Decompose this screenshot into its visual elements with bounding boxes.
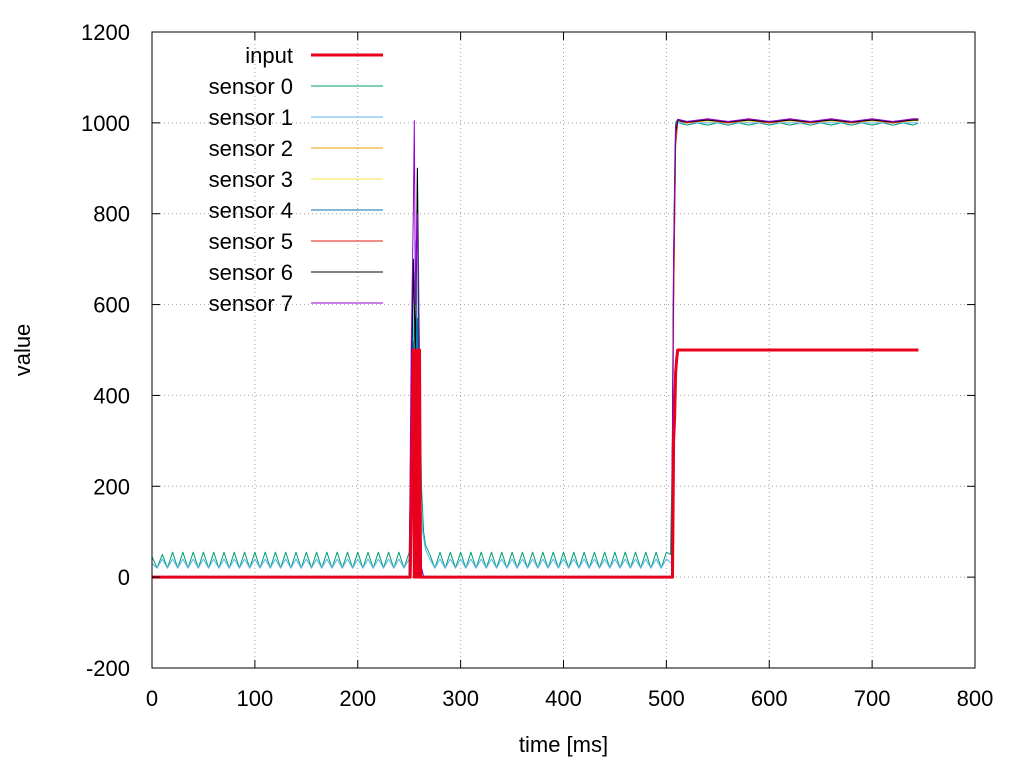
x-tick-label: 200: [339, 686, 376, 711]
axis-ticks: 0 100 200 300 400 500 600 700 800 -200 0 200 400 600 8…: [81, 20, 993, 711]
y-tick-label: 1200: [81, 20, 130, 45]
legend-label-sensor-5: sensor 5: [209, 229, 293, 254]
series-layer: [151, 118, 919, 579]
series-line-input: [152, 348, 919, 579]
legend-label-sensor-1: sensor 1: [209, 105, 293, 130]
y-tick-label: -200: [86, 656, 130, 681]
legend-label-sensor-4: sensor 4: [209, 198, 293, 223]
legend-label-sensor-6: sensor 6: [209, 260, 293, 285]
series-line-sensor-1: [151, 122, 919, 569]
legend-label-sensor-3: sensor 3: [209, 167, 293, 192]
y-tick-label: 0: [118, 565, 130, 590]
legend-label-sensor-2: sensor 2: [209, 136, 293, 161]
x-tick-label: 100: [237, 686, 274, 711]
x-tick-label: 800: [957, 686, 994, 711]
legend-label-sensor-7: sensor 7: [209, 291, 293, 316]
x-tick-label: 500: [648, 686, 685, 711]
legend-label-input: input: [245, 43, 293, 68]
legend: input sensor 0 sensor 1 sensor 2 sensor 3 sen…: [209, 43, 383, 316]
y-tick-label: 1000: [81, 111, 130, 136]
series-line-sensor-7: [152, 118, 919, 578]
y-tick-label: 400: [93, 383, 130, 408]
x-tick-label: 300: [442, 686, 479, 711]
x-tick-label: 400: [545, 686, 582, 711]
x-tick-label: 0: [146, 686, 158, 711]
y-tick-label: 800: [93, 202, 130, 227]
y-tick-label: 200: [93, 474, 130, 499]
y-axis-label: value: [10, 324, 35, 377]
x-axis-label: time [ms]: [519, 732, 608, 757]
y-tick-label: 600: [93, 293, 130, 318]
x-tick-label: 600: [751, 686, 788, 711]
x-tick-label: 700: [854, 686, 891, 711]
series-line-sensor-0: [151, 120, 919, 569]
legend-label-sensor-0: sensor 0: [209, 74, 293, 99]
